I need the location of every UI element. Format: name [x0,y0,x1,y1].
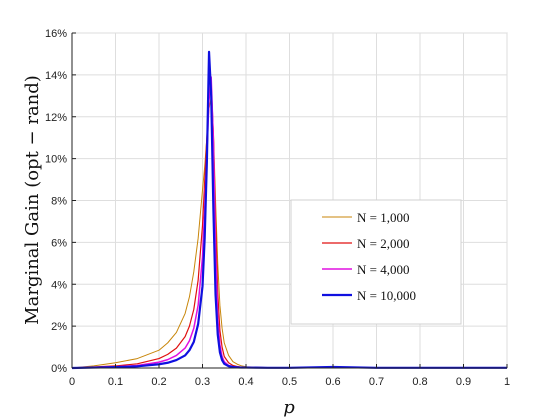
x-tick-label: 0.2 [151,376,166,388]
y-tick-label: 12% [45,112,67,124]
y-tick-label: 4% [51,279,67,291]
x-axis-title: p [283,397,295,418]
x-tick-label: 0 [69,376,75,388]
legend: N = 1,000 N = 2,000 N = 4,000 N = 10,000 [290,199,462,325]
legend-label-3: N = 4,000 [357,262,409,277]
x-tick-label: 1 [504,376,510,388]
x-tick-label: 0.8 [412,376,427,388]
y-tick-label: 0% [51,363,67,375]
y-tick-label: 8% [51,196,67,208]
legend-box [290,199,462,325]
y-tick-label: 2% [51,321,67,333]
y-axis-title: Marginal Gain (opt − rand) [22,75,43,325]
x-tick-label: 0.4 [238,376,253,388]
x-tick-label: 0.7 [369,376,384,388]
y-tick-label: 16% [45,28,67,40]
y-tick-label: 6% [51,237,67,249]
x-tick-label: 0.9 [456,376,471,388]
y-tick-label: 14% [45,70,67,82]
legend-items: N = 1,000 N = 2,000 N = 4,000 N = 10,000 [322,210,416,303]
x-tick-label: 0.6 [325,376,340,388]
x-tick-label: 0.3 [195,376,210,388]
x-ticks: 0 0.1 0.2 0.3 0.4 0.5 0.6 0.7 0.8 0.9 1 [69,364,510,388]
x-tick-label: 0.1 [108,376,123,388]
y-tick-label: 10% [45,154,67,166]
legend-label-1: N = 1,000 [357,210,409,225]
legend-label-4: N = 10,000 [357,288,416,303]
legend-label-2: N = 2,000 [357,236,409,251]
x-tick-label: 0.5 [282,376,297,388]
y-ticks: 0% 2% 4% 6% 8% 10% 12% 14% 16% [45,28,76,375]
